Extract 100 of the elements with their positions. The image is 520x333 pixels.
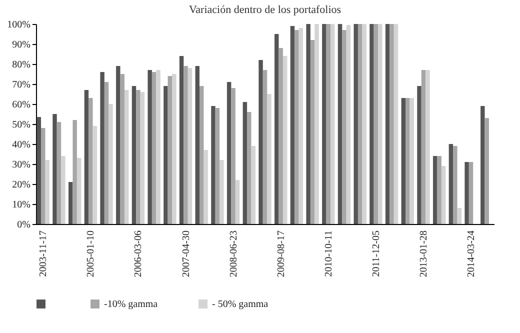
bar	[274, 34, 279, 224]
y-tick-label: 50%	[12, 120, 30, 130]
bar	[330, 24, 335, 224]
bar	[358, 24, 362, 224]
bar	[36, 117, 42, 224]
bar	[41, 128, 46, 224]
bar	[52, 114, 57, 224]
bar	[453, 146, 458, 224]
bar	[310, 40, 315, 224]
bar	[247, 112, 252, 224]
bar	[56, 122, 62, 224]
bar	[76, 158, 82, 224]
bar	[282, 56, 288, 224]
x-tick-label: 2011-12-05	[370, 230, 382, 277]
bar	[410, 98, 414, 224]
bar	[215, 108, 220, 224]
x-tick-label: 2003-11-17	[38, 230, 50, 277]
bar	[100, 72, 104, 224]
y-tick-label: 10%	[12, 200, 30, 210]
bar	[235, 180, 240, 224]
chart-title: Variación dentro de los portafolios	[188, 4, 342, 16]
bar	[290, 26, 295, 224]
bar	[184, 66, 188, 224]
bar	[441, 166, 446, 224]
bar	[421, 70, 426, 224]
y-tick-label: 80%	[12, 60, 30, 70]
y-tick-label: 90%	[12, 40, 30, 50]
bar	[195, 66, 200, 224]
bar	[136, 90, 140, 224]
bar	[61, 156, 66, 224]
bar	[374, 24, 378, 224]
bar	[426, 70, 430, 224]
bar	[140, 92, 145, 224]
bar	[314, 24, 319, 224]
bar	[231, 88, 236, 224]
bar	[132, 86, 136, 224]
bar	[116, 66, 120, 224]
bar	[188, 68, 192, 224]
x-tick-label: 2005-01-10	[86, 230, 97, 278]
y-tick-label: 20%	[12, 180, 30, 190]
bar	[72, 120, 77, 224]
bar	[45, 160, 50, 224]
bar	[220, 160, 224, 224]
bar	[278, 48, 283, 224]
bar	[390, 24, 394, 224]
y-tick-label: 70%	[12, 80, 30, 90]
bar	[484, 118, 489, 224]
bar	[437, 156, 442, 224]
bar	[326, 24, 331, 224]
x-tick-label: 2013-01-28	[418, 230, 430, 278]
bar	[362, 24, 366, 224]
bar	[88, 98, 93, 224]
x-tick-label: 2008-06-23	[228, 230, 240, 278]
legend-label: - 50% gamma	[212, 299, 269, 310]
bar	[432, 156, 438, 224]
bar	[338, 24, 342, 224]
y-tick-label: 30%	[12, 160, 30, 170]
bar	[394, 24, 398, 224]
x-tick-label: 2014-03-24	[466, 230, 478, 278]
bar	[168, 76, 172, 224]
bar	[448, 144, 454, 224]
y-tick-label: 40%	[12, 140, 30, 150]
bar	[148, 70, 152, 224]
bar	[108, 104, 113, 224]
bar	[346, 25, 351, 224]
bar	[179, 56, 184, 224]
bar	[242, 102, 248, 224]
bar	[124, 90, 129, 224]
bar	[68, 182, 73, 224]
y-tick-label: 100%	[7, 20, 30, 30]
bar	[262, 70, 268, 224]
bar	[226, 82, 232, 224]
x-tick-label: 2010-10-11	[323, 230, 334, 277]
bar	[417, 86, 422, 224]
bar	[156, 70, 160, 224]
x-tick-label: 2006-03-06	[133, 230, 144, 278]
bar	[104, 82, 109, 224]
bar	[342, 30, 346, 224]
legend-label: -10% gamma	[104, 299, 158, 310]
bar	[152, 72, 156, 224]
bar	[401, 98, 406, 224]
bar	[378, 24, 382, 224]
bar	[457, 208, 462, 224]
bar	[468, 162, 474, 224]
bar	[164, 86, 168, 224]
bar	[120, 74, 124, 224]
y-tick-label: 0%	[17, 220, 30, 230]
bar	[258, 60, 263, 224]
bar	[251, 146, 256, 224]
x-tick-label: 2009-08-17	[276, 230, 287, 278]
bar	[385, 24, 390, 224]
bar	[480, 106, 485, 224]
bar	[306, 24, 310, 224]
bar	[406, 98, 410, 224]
bar	[370, 24, 374, 224]
bar	[267, 94, 272, 224]
bar	[92, 126, 98, 224]
bar	[199, 86, 204, 224]
bar	[294, 30, 299, 224]
bar	[354, 24, 358, 224]
